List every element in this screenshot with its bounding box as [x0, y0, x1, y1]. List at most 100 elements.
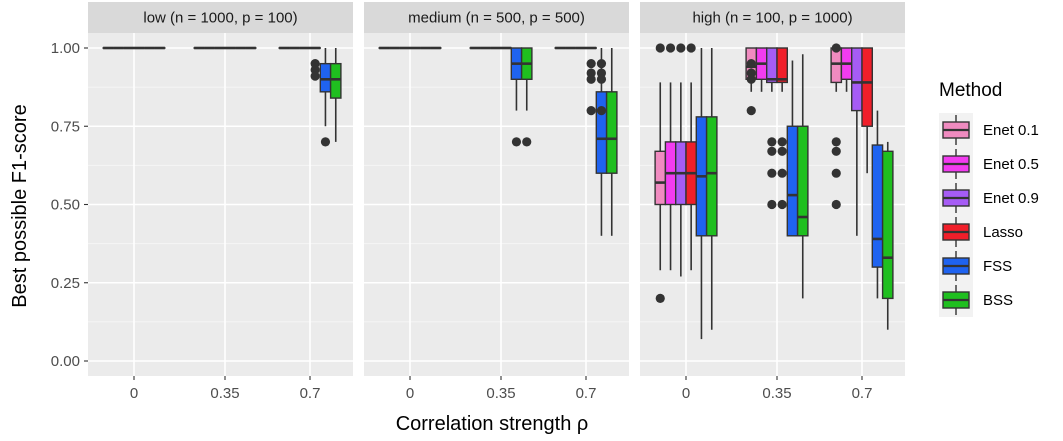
outlier-point: [596, 59, 607, 69]
y-tick-label: 1.00: [51, 40, 80, 57]
outlier-point: [831, 43, 841, 53]
box-iqr: [605, 91, 618, 174]
x-tick-label: 0.7: [576, 385, 597, 402]
outlier-point: [596, 74, 607, 84]
box-lasso: [861, 47, 874, 174]
box-iqr: [319, 62, 332, 93]
box-bss: [605, 48, 618, 236]
box-iqr: [329, 62, 342, 99]
facet-label: high (n = 100, p = 1000): [692, 10, 852, 27]
outlier-point: [596, 106, 607, 116]
facet-strip: [88, 2, 353, 33]
box-fss: [319, 48, 332, 147]
outlier-point: [777, 137, 787, 147]
box-iqr: [786, 125, 799, 237]
legend-label: Lasso: [983, 224, 1023, 241]
legend-item: Lasso: [939, 215, 1023, 249]
facet-strip: [364, 2, 629, 33]
legend-label: Enet 0.5: [983, 156, 1039, 173]
outlier-point: [831, 146, 841, 156]
box-fss: [510, 47, 523, 147]
box-bss: [881, 141, 894, 330]
box-enet-0-1: [830, 43, 843, 210]
outlier-point: [831, 168, 841, 178]
legend-label: BSS: [983, 292, 1013, 309]
x-tick-label: 0.7: [300, 385, 321, 402]
outlier-point: [586, 74, 596, 84]
x-tick-label: 0.35: [210, 385, 239, 402]
box-enet-0-5: [664, 43, 677, 271]
box-lasso: [685, 43, 698, 271]
box-lasso: [776, 47, 789, 210]
x-tick-label: 0: [682, 385, 690, 402]
box-fss: [595, 48, 608, 236]
legend: Method Enet 0.1 Enet 0.5 Enet 0.9 Lasso FSS BS…: [939, 80, 1039, 317]
outlier-point: [511, 137, 522, 147]
y-tick-label: 0.50: [51, 197, 80, 214]
x-tick-label: 0: [406, 385, 414, 402]
x-tick-label: 0.35: [486, 385, 515, 402]
outlier-point: [320, 137, 331, 147]
x-tick-label: 0.35: [762, 385, 791, 402]
y-tick-label: 0.00: [51, 353, 80, 370]
facet-panel: high (n = 100, p = 1000) 0 0.35 0.7: [640, 2, 905, 402]
x-tick-label: 0: [130, 385, 138, 402]
outlier-point: [655, 43, 665, 53]
box-lasso: [585, 46, 598, 116]
outlier-point: [777, 168, 787, 178]
box-iqr: [776, 47, 789, 84]
outlier-point: [665, 43, 676, 53]
box-iqr: [654, 150, 667, 206]
box-fss: [871, 110, 884, 299]
legend-label: Enet 0.9: [983, 190, 1039, 207]
outlier-point: [686, 43, 696, 53]
outlier-point: [746, 59, 756, 69]
box-bss: [796, 54, 809, 299]
x-axis-title: Correlation strength ρ: [396, 413, 589, 435]
outlier-point: [586, 59, 596, 69]
box-lasso: [309, 46, 322, 81]
outlier-point: [586, 106, 596, 116]
box-iqr: [766, 47, 778, 84]
facet-panel: medium (n = 500, p = 500) 0 0.35 0.7: [364, 2, 629, 402]
legend-item: Enet 0.1: [939, 113, 1039, 147]
box-iqr: [796, 125, 809, 237]
outlier-point: [522, 137, 532, 147]
outlier-point: [767, 199, 777, 210]
outlier-point: [310, 71, 320, 81]
box-iqr: [861, 47, 874, 127]
outlier-point: [767, 168, 777, 178]
legend-item: Enet 0.5: [939, 147, 1039, 181]
y-tick-label: 0.75: [51, 118, 80, 135]
facet-panel: low (n = 1000, p = 100) 0 0.35 0.7: [88, 2, 353, 402]
y-axis-title: Best possible F1-score: [9, 104, 31, 307]
outlier-point: [655, 293, 665, 303]
box-bss: [329, 48, 342, 142]
legend-label: Enet 0.1: [983, 122, 1039, 139]
x-tick-label: 0.7: [852, 385, 873, 402]
box-iqr: [830, 47, 843, 84]
outlier-point: [831, 199, 841, 210]
outlier-point: [777, 199, 787, 210]
legend-item: Enet 0.9: [939, 181, 1039, 215]
box-iqr: [881, 150, 894, 300]
box-iqr: [595, 91, 608, 174]
facet-strip: [640, 2, 905, 33]
y-tick-label: 0.25: [51, 275, 80, 292]
outlier-point: [767, 137, 777, 147]
legend-item: BSS: [939, 283, 1013, 317]
legend-title: Method: [939, 80, 1002, 101]
legend-item: FSS: [939, 249, 1012, 283]
outlier-point: [831, 137, 841, 147]
box-iqr: [705, 116, 718, 237]
outlier-point: [676, 43, 686, 53]
outlier-point: [746, 106, 756, 116]
y-axis: 0.00 0.25 0.50 0.75 1.00: [51, 40, 88, 370]
facet-label: low (n = 1000, p = 100): [143, 10, 297, 27]
outlier-point: [767, 146, 777, 156]
legend-label: FSS: [983, 258, 1012, 275]
box-iqr: [851, 47, 863, 112]
outlier-point: [777, 146, 787, 156]
box-bss: [705, 48, 718, 330]
